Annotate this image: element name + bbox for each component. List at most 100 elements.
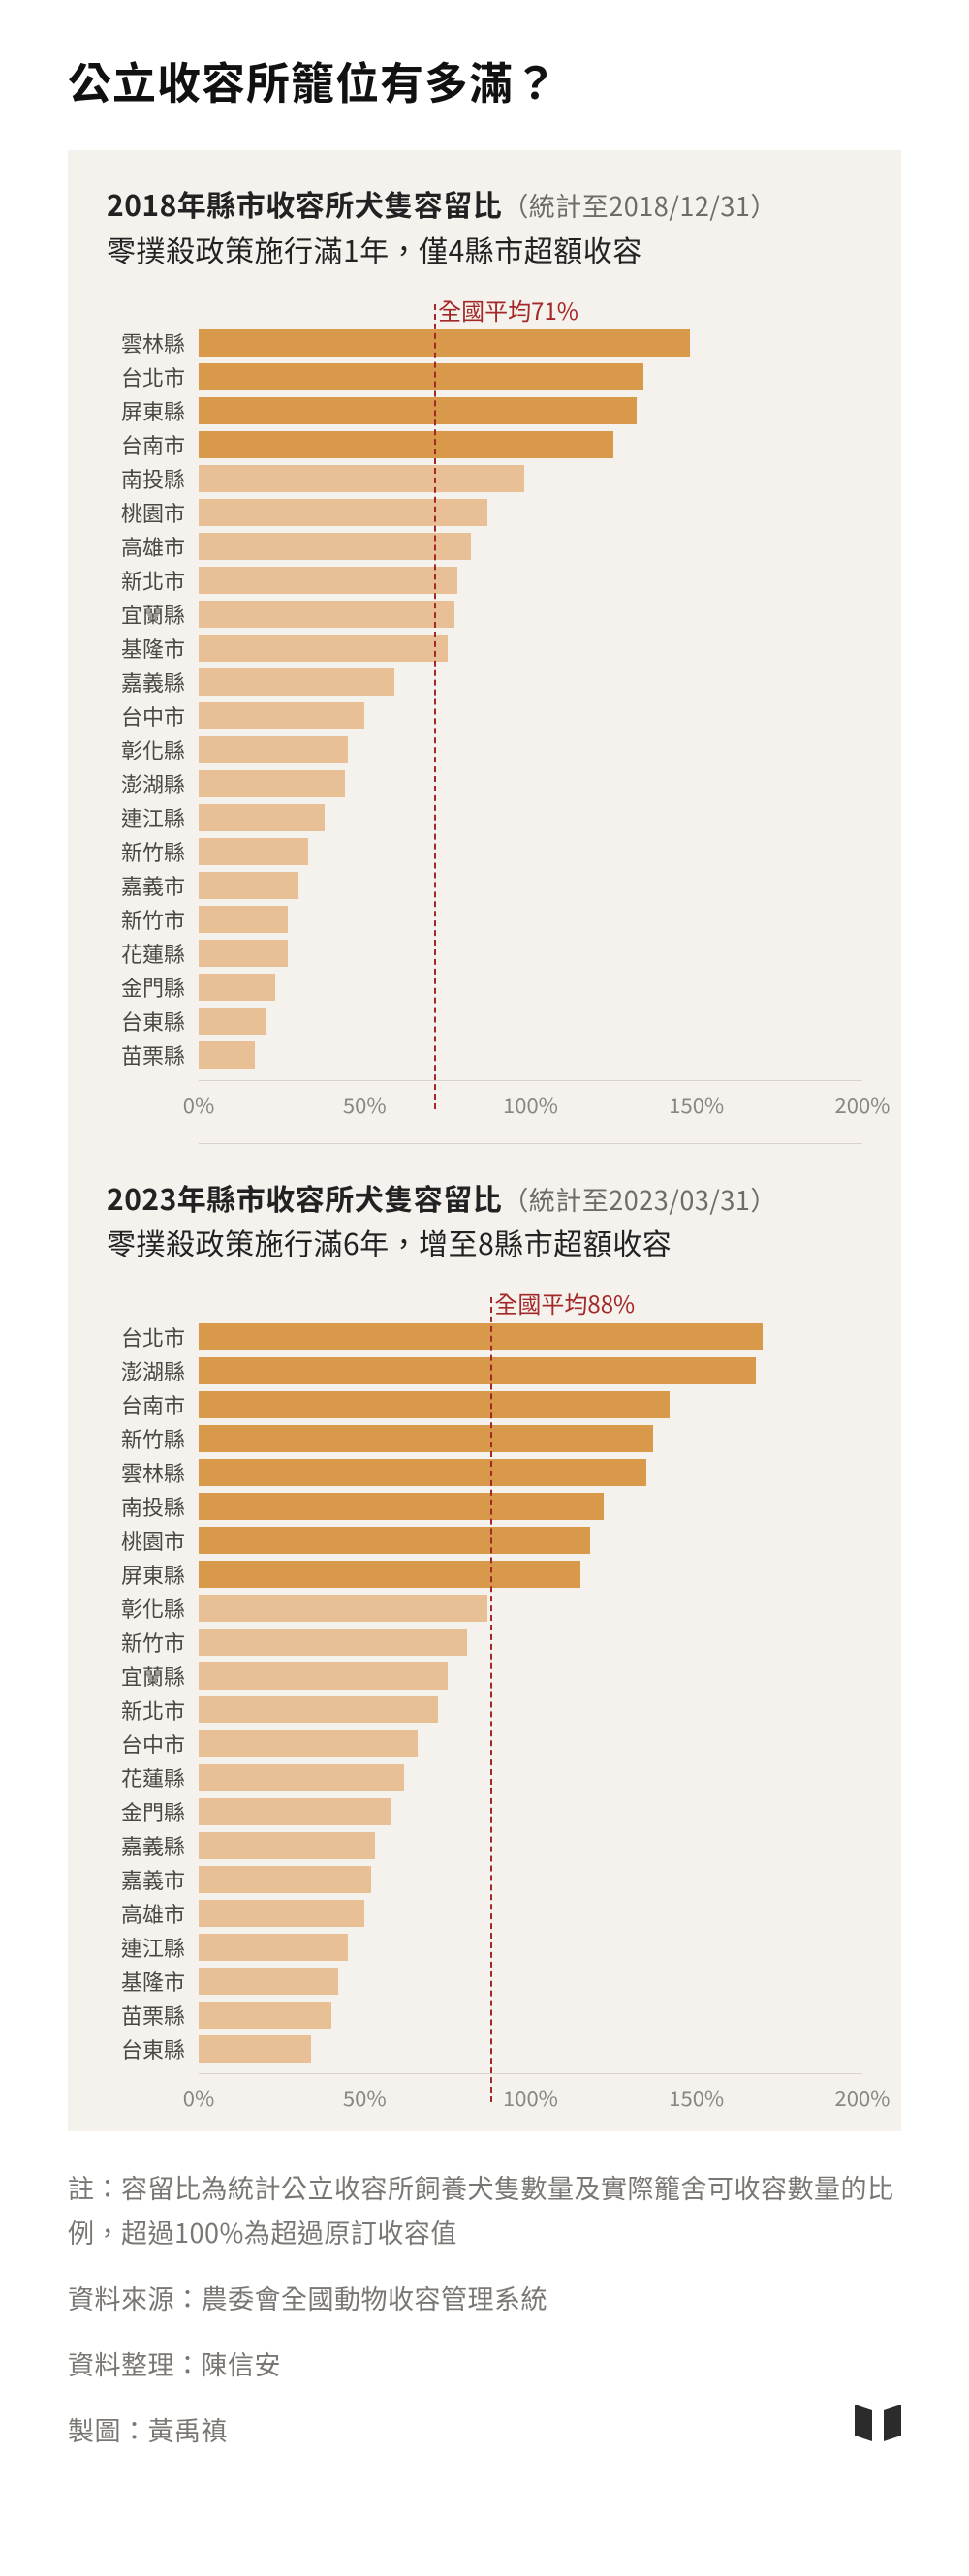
bar-fill	[199, 1527, 590, 1554]
chart-2023: 2023年縣市收容所犬隻容留比（統計至2023/03/31） 零撲殺政策施行滿6…	[107, 1178, 862, 2103]
bar-label: 基隆市	[107, 1966, 199, 1997]
bar-fill	[199, 2002, 331, 2029]
bar-row: 台東縣	[107, 1007, 862, 1037]
bar-label: 宜蘭縣	[107, 1660, 199, 1691]
chart2-subtitle: 零撲殺政策施行滿6年，增至8縣市超額收容	[107, 1221, 862, 1263]
bar-row: 台南市	[107, 430, 862, 460]
bar-row: 基隆市	[107, 1966, 862, 1996]
page-title: 公立收容所籠位有多滿？	[68, 48, 901, 111]
bar-fill	[199, 1798, 391, 1825]
bar-label: 金門縣	[107, 972, 199, 1003]
bar-fill	[199, 1425, 653, 1452]
bar-row: 宜蘭縣	[107, 600, 862, 630]
bar-label: 南投縣	[107, 463, 199, 494]
bar-row: 彰化縣	[107, 1593, 862, 1623]
bar-fill	[199, 567, 457, 594]
bar-fill	[199, 1561, 580, 1588]
bar-label: 台南市	[107, 1389, 199, 1420]
bar-label: 連江縣	[107, 802, 199, 833]
chart2-title-sub: （統計至2023/03/31）	[502, 1180, 777, 1218]
bar-label: 台東縣	[107, 2033, 199, 2064]
bar-fill	[199, 940, 288, 967]
chart1-subtitle: 零撲殺政策施行滿1年，僅4縣市超額收容	[107, 228, 862, 270]
panel-divider	[199, 1143, 862, 1144]
bar-label: 新北市	[107, 565, 199, 596]
bar-fill	[199, 431, 613, 458]
bar-row: 苗栗縣	[107, 2000, 862, 2030]
bar-label: 台中市	[107, 1728, 199, 1759]
bar-row: 嘉義市	[107, 871, 862, 901]
bar-label: 雲林縣	[107, 327, 199, 358]
bar-row: 花蓮縣	[107, 1762, 862, 1792]
bar-row: 台南市	[107, 1389, 862, 1419]
bar-row: 嘉義縣	[107, 1830, 862, 1860]
bar-row: 花蓮縣	[107, 939, 862, 969]
bar-row: 澎湖縣	[107, 769, 862, 799]
bar-fill	[199, 906, 288, 933]
chart2-title: 2023年縣市收容所犬隻容留比	[107, 1176, 502, 1219]
bar-label: 台南市	[107, 429, 199, 460]
bar-row: 嘉義縣	[107, 667, 862, 698]
bar-label: 花蓮縣	[107, 938, 199, 969]
bar-row: 南投縣	[107, 1491, 862, 1521]
bar-fill	[199, 1662, 448, 1690]
bar-fill	[199, 1391, 670, 1418]
axis-tick: 100%	[503, 2082, 558, 2113]
bar-label: 基隆市	[107, 633, 199, 664]
bar-row: 台北市	[107, 362, 862, 392]
bar-label: 高雄市	[107, 1898, 199, 1929]
bar-row: 台中市	[107, 701, 862, 731]
axis-tick: 50%	[343, 1089, 387, 1120]
bar-fill	[199, 1934, 348, 1961]
bar-label: 桃園市	[107, 1525, 199, 1556]
bar-row: 苗栗縣	[107, 1040, 862, 1071]
chart1-title: 2018年縣市收容所犬隻容留比	[107, 182, 502, 225]
bar-fill	[199, 804, 325, 831]
bar-row: 屏東縣	[107, 396, 862, 426]
bar-fill	[199, 1764, 404, 1791]
bar-label: 彰化縣	[107, 734, 199, 765]
axis-tick: 150%	[669, 1089, 724, 1120]
bar-label: 澎湖縣	[107, 1355, 199, 1386]
bar-row: 南投縣	[107, 464, 862, 494]
bar-fill	[199, 872, 298, 899]
axis-tick: 200%	[835, 1089, 891, 1120]
bar-row: 高雄市	[107, 532, 862, 562]
bar-label: 桃園市	[107, 497, 199, 528]
bar-row: 新竹市	[107, 1627, 862, 1657]
bar-row: 澎湖縣	[107, 1355, 862, 1385]
bar-label: 南投縣	[107, 1491, 199, 1522]
bar-label: 新竹市	[107, 904, 199, 935]
axis-tick: 0%	[183, 2082, 214, 2113]
bar-row: 台東縣	[107, 2033, 862, 2064]
axis-tick: 200%	[835, 2082, 891, 2113]
bar-row: 高雄市	[107, 1898, 862, 1928]
bar-fill	[199, 635, 448, 662]
bar-row: 雲林縣	[107, 328, 862, 358]
avg-line	[434, 304, 436, 1109]
bar-fill	[199, 1696, 438, 1723]
bar-fill	[199, 1493, 604, 1520]
bar-fill	[199, 1629, 467, 1656]
bar-label: 新北市	[107, 1694, 199, 1725]
bar-label: 宜蘭縣	[107, 599, 199, 630]
bar-fill	[199, 1041, 255, 1069]
bar-label: 彰化縣	[107, 1593, 199, 1624]
bar-fill	[199, 363, 643, 390]
footnote: 製圖：黃禹禛	[68, 2407, 901, 2452]
bar-label: 嘉義縣	[107, 667, 199, 698]
bar-fill	[199, 770, 345, 797]
publisher-logo-icon	[855, 2405, 901, 2441]
bar-row: 新北市	[107, 1694, 862, 1724]
bar-label: 台北市	[107, 361, 199, 392]
bar-fill	[199, 1832, 375, 1859]
bar-label: 苗栗縣	[107, 2000, 199, 2031]
footnotes: 註：容留比為統計公立收容所飼養犬隻數量及實際籠舍可收容數量的比例，超過100%為…	[68, 2165, 901, 2451]
bar-fill	[199, 1900, 364, 1927]
bar-label: 嘉義市	[107, 870, 199, 901]
bar-label: 台東縣	[107, 1006, 199, 1037]
bar-label: 雲林縣	[107, 1457, 199, 1488]
bar-row: 桃園市	[107, 498, 862, 528]
chart-2018: 2018年縣市收容所犬隻容留比（統計至2018/12/31） 零撲殺政策施行滿1…	[107, 184, 862, 1109]
bar-label: 台北市	[107, 1321, 199, 1352]
